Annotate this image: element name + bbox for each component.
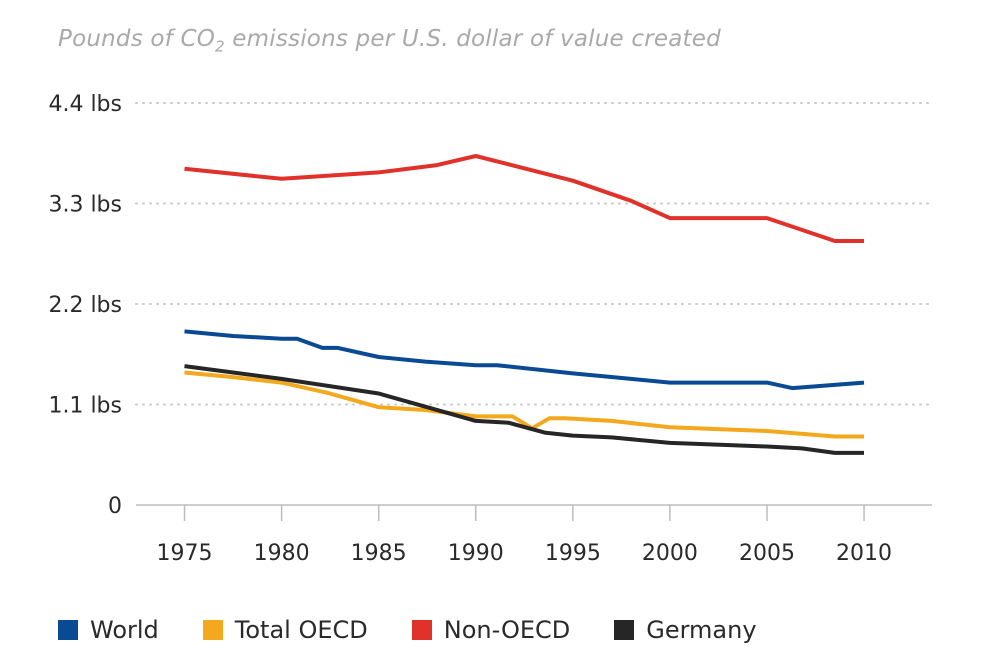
x-tick-label: 1980	[254, 541, 310, 566]
legend-swatch	[202, 620, 223, 640]
x-tick-label: 1985	[351, 541, 407, 566]
y-tick-label: 0	[108, 494, 122, 519]
x-axis-tick-labels: 1975 1980 1985 1990 1995 2000 2005 2010	[157, 541, 893, 566]
grid-lines	[135, 102, 933, 406]
x-tick-label: 2000	[642, 541, 698, 566]
legend-item-non-oecd: Non-OECD	[411, 616, 571, 644]
x-tick-label: 1995	[545, 541, 601, 566]
legend-swatch	[614, 620, 635, 640]
y-tick-label: 3.3 lbs	[48, 193, 122, 218]
legend-label: Total OECD	[234, 616, 368, 644]
legend-swatch	[58, 620, 78, 640]
series-line-non-oecd	[184, 154, 864, 243]
x-tick-label: 2010	[836, 541, 892, 566]
y-tick-label: 1.1 lbs	[48, 394, 122, 419]
y-tick-label: 4.4 lbs	[48, 92, 122, 117]
x-tick-label: 1990	[448, 541, 504, 566]
legend: World Total OECD Non-OECD Germany	[58, 616, 801, 644]
chart-title-subscript: 2	[215, 37, 225, 56]
legend-label: Germany	[646, 616, 757, 644]
legend-item-total-oecd: Total OECD	[202, 616, 368, 644]
y-axis-tick-labels: 0 1.1 lbs 2.2 lbs 3.3 lbs 4.4 lbs	[48, 92, 122, 519]
chart-title-rest: emissions per U.S. dollar of value creat…	[224, 26, 721, 52]
chart-title-main: Pounds of CO	[58, 26, 216, 52]
x-tick-label: 2005	[739, 541, 795, 566]
series-line-world	[184, 329, 865, 391]
legend-label: World	[90, 616, 159, 644]
y-tick-label: 2.2 lbs	[48, 293, 122, 318]
legend-item-world: World	[58, 616, 159, 644]
legend-swatch	[411, 620, 432, 640]
x-tick-label: 1975	[157, 541, 213, 566]
chart-title: Pounds of CO2 emissions per U.S. dollar …	[58, 26, 721, 56]
series-line-germany	[184, 364, 864, 455]
x-axis	[136, 504, 932, 521]
series-line-total-oecd	[184, 370, 864, 439]
legend-label: Non-OECD	[443, 616, 571, 644]
legend-item-germany: Germany	[614, 616, 757, 644]
series-lines	[184, 154, 865, 455]
